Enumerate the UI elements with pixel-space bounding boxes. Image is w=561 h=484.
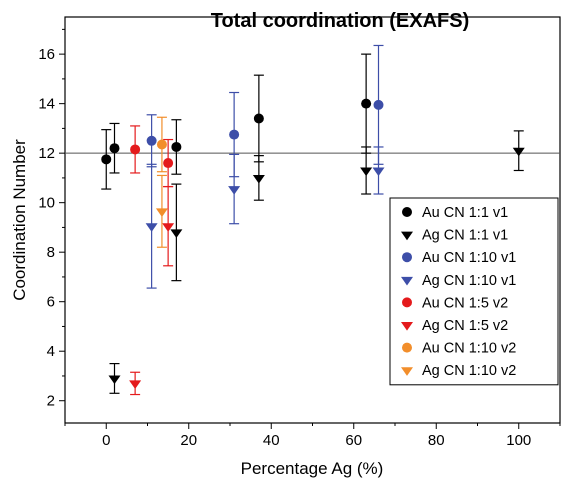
data-point	[109, 143, 120, 154]
x-axis-label: Percentage Ag (%)	[241, 459, 384, 478]
data-point	[108, 375, 121, 385]
x-tick-label: 0	[102, 432, 110, 449]
y-axis-label: Coordination Number	[10, 139, 29, 301]
legend-item: Au CN 1:10 v1	[402, 250, 516, 266]
legend-marker	[401, 231, 413, 241]
legend: Au CN 1:1 v1 Ag CN 1:1 v1 Au CN 1:10 v1 Ag …	[389, 197, 559, 386]
y-tick-label: 8	[47, 244, 55, 261]
data-point	[162, 223, 175, 232]
data-point	[155, 208, 168, 218]
series-ag-cn-1-10-v2	[155, 174, 168, 248]
axis-ticks: 0 20 40 60 80 100 2 4 6 8 10 12 14 16	[38, 28, 561, 449]
legend-label: Au CN 1:10 v2	[422, 341, 516, 357]
data-layer	[101, 44, 525, 396]
data-point	[156, 139, 167, 150]
legend-item: Au CN 1:10 v2	[402, 341, 516, 357]
data-point	[229, 129, 240, 140]
y-tick-label: 4	[47, 343, 55, 360]
data-point	[130, 144, 141, 155]
data-point	[228, 186, 241, 195]
x-tick-label: 40	[263, 432, 280, 449]
data-point	[145, 223, 158, 232]
data-point	[129, 380, 142, 390]
data-point	[512, 147, 525, 157]
legend-item: Ag CN 1:1 v1	[401, 228, 508, 244]
data-point	[252, 174, 265, 184]
x-tick-label: 20	[180, 432, 197, 449]
y-tick-label: 16	[38, 46, 55, 63]
data-point	[361, 98, 372, 109]
legend-label: Au CN 1:1 v1	[422, 205, 508, 221]
data-point	[360, 167, 373, 177]
series-au-cn-1-10-v2	[156, 116, 167, 173]
y-tick-label: 6	[47, 294, 55, 311]
x-tick-label: 60	[345, 432, 362, 449]
y-tick-label: 10	[38, 195, 55, 212]
y-tick-label: 14	[38, 96, 55, 113]
series-ag-cn-1-5-v2	[129, 185, 175, 396]
series-au-cn-1-1-v1	[101, 53, 372, 190]
legend-label: Ag CN 1:10 v2	[422, 363, 516, 379]
legend-label: Ag CN 1:5 v2	[422, 318, 508, 334]
series-ag-cn-1-1-v1	[108, 130, 525, 394]
legend-item: Au CN 1:1 v1	[402, 205, 508, 221]
data-point	[146, 135, 157, 146]
y-tick-label: 2	[47, 393, 55, 410]
legend-label: Ag CN 1:10 v1	[422, 273, 516, 289]
data-point	[171, 141, 182, 152]
series-au-cn-1-10-v1	[146, 44, 384, 178]
legend-label: Ag CN 1:1 v1	[422, 228, 508, 244]
data-point	[163, 158, 174, 169]
legend-item: Au CN 1:5 v2	[402, 295, 508, 311]
data-point	[101, 154, 112, 165]
legend-marker	[401, 276, 413, 286]
data-point	[373, 99, 384, 110]
x-tick-label: 80	[428, 432, 445, 449]
legend-item: Ag CN 1:5 v2	[401, 318, 508, 334]
legend-box	[389, 197, 559, 386]
legend-item: Ag CN 1:10 v2	[401, 363, 516, 379]
series-ag-cn-1-10-v1	[145, 146, 385, 289]
legend-label: Au CN 1:5 v2	[422, 295, 508, 311]
legend-marker	[402, 342, 412, 353]
data-point	[253, 113, 264, 124]
legend-label: Au CN 1:10 v1	[422, 250, 516, 266]
series-au-cn-1-5-v2	[130, 125, 174, 188]
legend-marker	[401, 322, 413, 331]
legend-marker	[401, 367, 413, 376]
legend-marker	[402, 252, 412, 263]
y-tick-label: 12	[38, 145, 55, 162]
x-tick-label: 100	[506, 432, 531, 449]
legend-marker	[402, 297, 412, 308]
data-point	[372, 167, 385, 177]
data-point	[170, 229, 183, 239]
chart-title: Total coordination (EXAFS)	[211, 10, 470, 32]
legend-marker	[402, 207, 412, 217]
legend-item: Ag CN 1:10 v1	[401, 273, 516, 289]
